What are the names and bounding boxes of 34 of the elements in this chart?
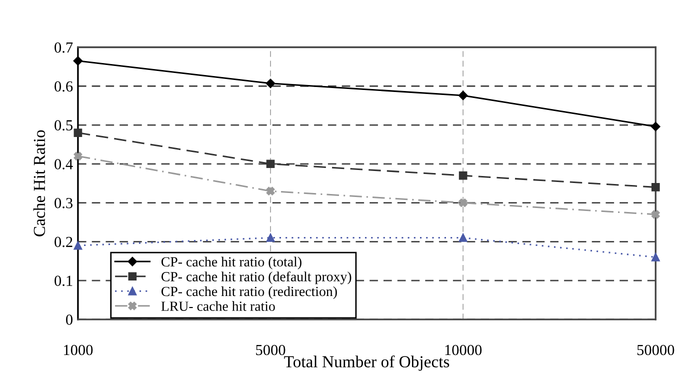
x-tick-label: 10000 [445, 344, 482, 356]
point [651, 210, 660, 219]
point [74, 152, 82, 160]
point [651, 122, 660, 132]
point [458, 234, 468, 242]
point [266, 160, 275, 168]
y-tick-label: 0.6 [54, 81, 73, 92]
y-tick-label: 0 [66, 314, 73, 325]
legend-label: CP- cache hit ratio (default proxy) [161, 271, 352, 284]
point [458, 171, 468, 180]
y-tick-label: 0.3 [54, 198, 72, 208]
x-tick-label: 1000 [64, 344, 93, 356]
point [651, 253, 660, 262]
point [74, 128, 82, 137]
y-tick-label: 0.2 [54, 236, 72, 248]
x-tick-label: 50000 [637, 344, 674, 356]
y-tick-label: 0.4 [54, 159, 73, 170]
y-tick-label: 0.5 [54, 120, 72, 131]
point [73, 56, 83, 66]
point [266, 186, 275, 196]
x-axis-title: Total Number of Objects [284, 355, 450, 371]
point [651, 183, 660, 192]
point [74, 241, 82, 250]
y-axis-title: Cache Hit Ratio [33, 130, 46, 236]
point [266, 78, 276, 88]
legend-label: LRU- cache hit ratio [161, 301, 275, 311]
legend-label: CP- cache hit ratio (total) [161, 256, 302, 270]
y-tick-label: 0.1 [54, 276, 72, 286]
y-tick-label: 0.7 [54, 42, 73, 53]
point [266, 234, 275, 242]
point [458, 198, 468, 207]
x-tick-label: 5000 [256, 344, 286, 356]
point [458, 90, 468, 100]
legend-label: CP- cache hit ratio (redirection) [161, 286, 337, 299]
